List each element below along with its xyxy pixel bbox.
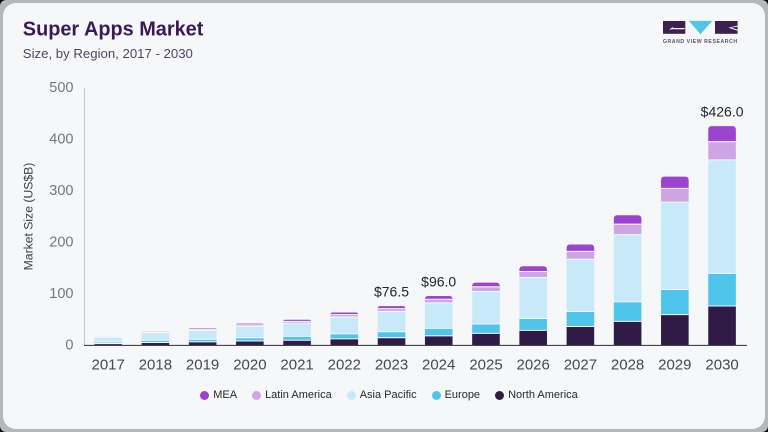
svg-text:500: 500: [49, 80, 73, 96]
svg-text:200: 200: [49, 235, 73, 251]
svg-text:2017: 2017: [92, 357, 125, 374]
svg-text:Market Size (US$B): Market Size (US$B): [22, 163, 36, 271]
svg-text:2028: 2028: [611, 357, 644, 374]
svg-text:100: 100: [49, 286, 73, 302]
svg-text:2019: 2019: [186, 357, 219, 374]
svg-text:$426.0: $426.0: [701, 103, 744, 119]
svg-text:$96.0: $96.0: [421, 273, 456, 289]
svg-text:2025: 2025: [469, 357, 502, 374]
svg-text:Super Apps Market: Super Apps Market: [23, 19, 204, 41]
svg-text:2029: 2029: [658, 357, 691, 374]
svg-text:GRAND VIEW RESEARCH: GRAND VIEW RESEARCH: [663, 39, 738, 45]
svg-text:2018: 2018: [139, 357, 172, 374]
svg-text:2021: 2021: [280, 357, 313, 374]
svg-text:2023: 2023: [375, 357, 408, 374]
svg-text:0: 0: [65, 338, 73, 354]
svg-text:2022: 2022: [328, 357, 361, 374]
svg-text:Size, by Region, 2017 - 2030: Size, by Region, 2017 - 2030: [23, 46, 193, 61]
svg-text:2027: 2027: [564, 357, 597, 374]
svg-text:300: 300: [49, 183, 73, 199]
svg-text:2024: 2024: [422, 357, 455, 374]
svg-text:2026: 2026: [517, 357, 550, 374]
svg-text:2030: 2030: [705, 357, 738, 374]
svg-text:400: 400: [49, 132, 73, 148]
svg-text:$76.5: $76.5: [374, 283, 409, 299]
svg-text:2020: 2020: [233, 357, 266, 374]
